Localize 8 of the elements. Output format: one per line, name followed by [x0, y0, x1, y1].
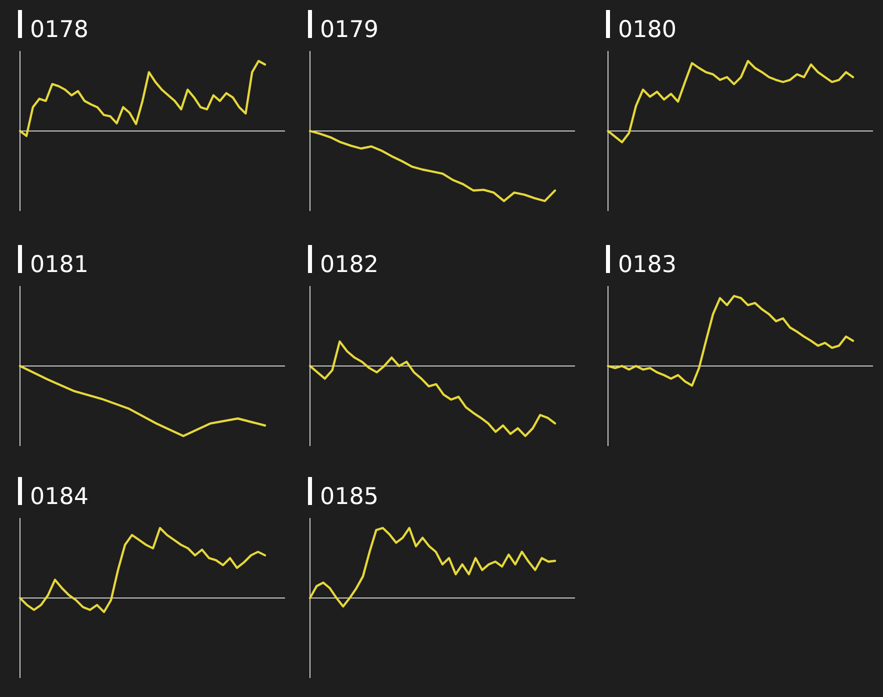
chart-title: 0184 [30, 484, 89, 510]
chart-title: 0179 [320, 17, 379, 43]
chart-title: 0183 [618, 252, 677, 278]
chart-title: 0182 [320, 252, 379, 278]
chart-title: 0185 [320, 484, 379, 510]
chart-title: 0178 [30, 17, 89, 43]
chart-title: 0181 [30, 252, 89, 278]
chart-title: 0180 [618, 17, 677, 43]
